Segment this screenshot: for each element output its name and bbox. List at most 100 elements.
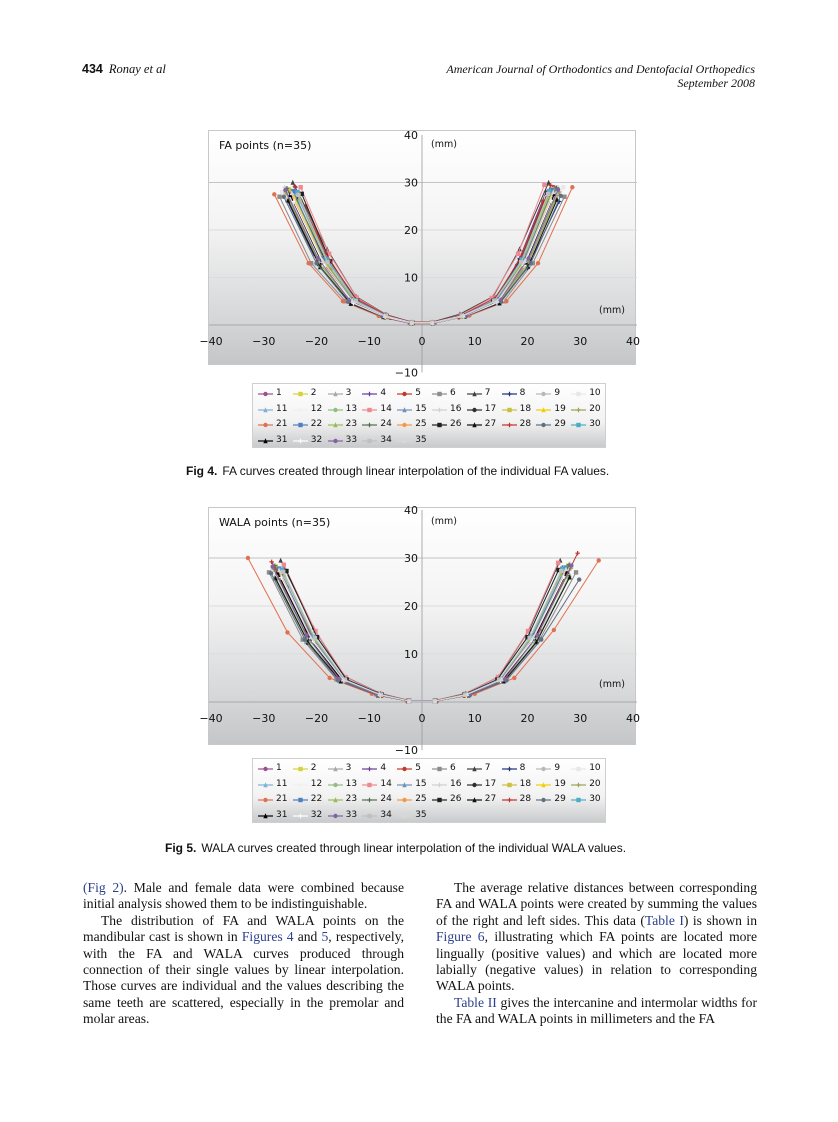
data-point <box>527 635 532 641</box>
data-point <box>313 628 318 634</box>
data-point <box>430 319 435 325</box>
chart-title: FA points (n=35) <box>219 139 312 152</box>
caption-text: WALA curves created through linear inter… <box>201 841 627 855</box>
data-point <box>281 569 286 575</box>
legend-marker <box>332 766 338 772</box>
series-line <box>279 572 566 702</box>
legend-swatch <box>397 797 413 803</box>
data-point <box>551 627 557 633</box>
legend-label: 2 <box>310 388 317 398</box>
series-line <box>291 191 554 324</box>
legend-label: 15 <box>415 403 427 414</box>
legend-item: 22 <box>292 418 327 432</box>
legend-marker <box>576 391 581 397</box>
legend-marker <box>402 406 407 412</box>
series-line <box>300 196 550 324</box>
x-tick-label: 30 <box>573 712 587 725</box>
legend-swatch <box>432 407 447 412</box>
legend-swatch <box>571 797 587 803</box>
data-point <box>570 185 575 190</box>
data-point <box>558 193 563 198</box>
legend-label: 1 <box>276 763 282 773</box>
series-17 <box>279 573 566 704</box>
legend-item: 34 <box>361 809 396 823</box>
cross-reference-link[interactable]: Table I <box>644 912 684 928</box>
legend-label: 6 <box>450 388 456 398</box>
text-run: , illustrating which FA points are locat… <box>436 929 757 994</box>
legend-label: 2 <box>310 763 317 773</box>
data-point <box>534 639 539 645</box>
data-point <box>327 675 332 681</box>
legend-swatch <box>327 422 343 428</box>
legend-item: 6 <box>431 762 466 776</box>
data-point <box>528 261 533 266</box>
legend-item: 28 <box>501 418 536 432</box>
y-tick-label: 30 <box>404 552 418 565</box>
legend-label: 6 <box>450 763 456 773</box>
figure-5-caption: Fig 5. WALA curves created through linear… <box>165 841 626 855</box>
data-point <box>535 261 541 266</box>
legend-marker <box>298 766 303 772</box>
cross-reference-link[interactable]: Figures 4 <box>241 929 294 945</box>
legend-item: 13 <box>327 403 362 417</box>
legend-label: 13 <box>345 403 358 414</box>
legend-item: 12 <box>292 778 327 792</box>
running-header-left: 434 Ronay et al <box>82 62 166 77</box>
legend-item: 16 <box>431 403 466 417</box>
data-point <box>272 192 277 197</box>
legend-marker <box>576 782 581 787</box>
data-point <box>280 189 285 195</box>
data-point <box>461 312 466 318</box>
legend-marker <box>263 797 268 803</box>
data-point <box>502 676 508 682</box>
x-tick-label: −10 <box>358 335 381 348</box>
legend-swatch <box>258 812 273 818</box>
series-line <box>284 579 563 702</box>
legend-swatch <box>362 766 378 772</box>
legend-swatch <box>501 766 517 772</box>
data-point <box>550 187 555 193</box>
legend-swatch <box>327 391 343 397</box>
legend-label: 22 <box>310 419 323 429</box>
data-point <box>343 674 348 680</box>
legend-swatch <box>362 422 378 428</box>
legend-label: 21 <box>276 419 288 429</box>
body-column-right: The average relative distances between c… <box>436 880 757 1028</box>
legend-item: 33 <box>327 434 362 448</box>
y-axis-label: (mm) <box>431 516 457 527</box>
legend-label: 29 <box>554 419 566 429</box>
legend-swatch <box>571 407 587 412</box>
legend-label: 16 <box>450 778 462 789</box>
legend-item: 16 <box>431 778 466 792</box>
series-34 <box>296 191 551 325</box>
data-point <box>281 194 286 199</box>
legend-label: 32 <box>310 809 323 820</box>
x-tick-label: −40 <box>199 712 222 725</box>
series-line <box>275 577 570 702</box>
data-point <box>350 298 355 303</box>
legend-marker <box>576 422 581 428</box>
legend-marker <box>367 391 373 397</box>
series-line <box>283 573 562 702</box>
data-point <box>321 257 327 262</box>
cross-reference-link[interactable]: (Fig 2) <box>83 880 124 895</box>
data-point <box>556 567 561 573</box>
legend-marker <box>367 407 373 412</box>
legend-item: 25 <box>396 793 431 807</box>
series-line <box>302 196 547 324</box>
legend-item: 14 <box>361 403 396 417</box>
legend-marker <box>263 812 268 818</box>
series-4 <box>274 565 565 703</box>
cross-reference-link[interactable]: 5 <box>321 929 329 945</box>
cross-reference-link[interactable]: Table II <box>454 994 497 1010</box>
data-point <box>504 299 509 304</box>
data-point <box>277 194 282 199</box>
series-line <box>280 560 561 702</box>
series-line <box>287 584 560 702</box>
figure-4-caption: Fig 4. FA curves created through linear i… <box>186 464 609 478</box>
data-point <box>489 295 494 301</box>
cross-reference-link[interactable]: Figure 6 <box>436 929 485 945</box>
legend-label: 25 <box>415 794 427 804</box>
series-line <box>285 569 560 702</box>
y-tick-label: 10 <box>404 272 418 285</box>
